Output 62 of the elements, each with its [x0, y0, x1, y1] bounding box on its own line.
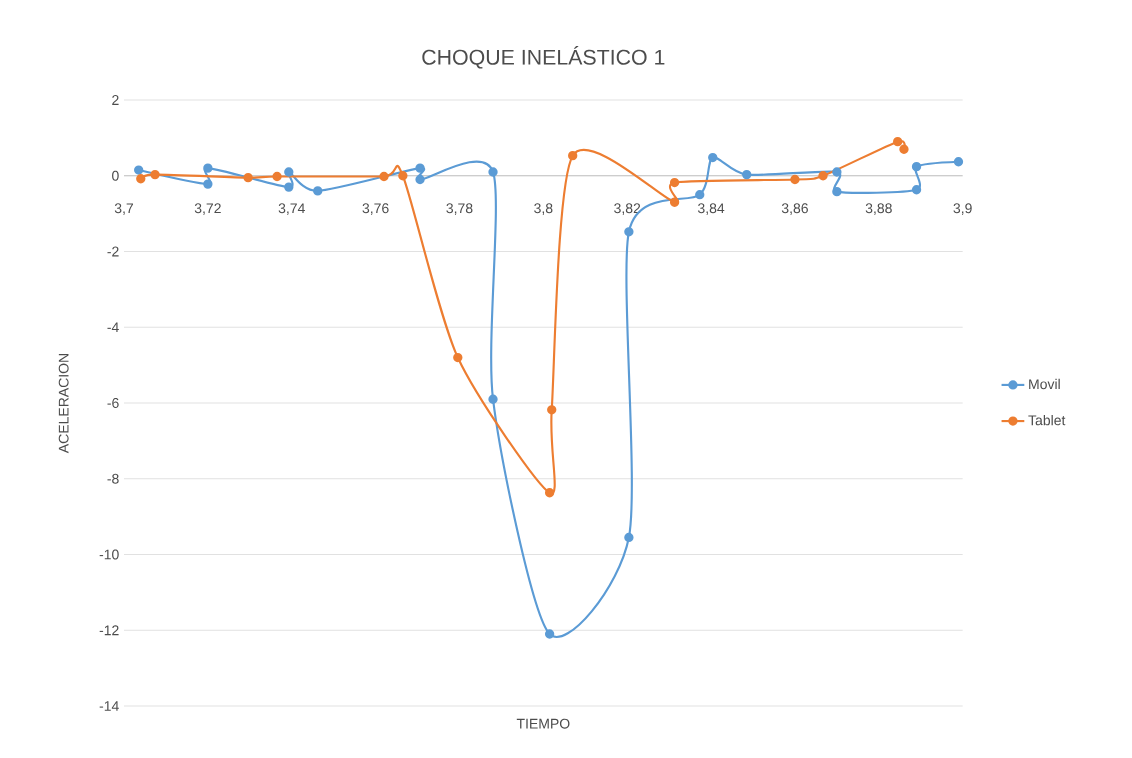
- x-tick-label: 3,88: [865, 203, 892, 215]
- chart-title: CHOQUE INELÁSTICO 1: [422, 46, 665, 69]
- point: [272, 171, 282, 182]
- x-tick-label: 3,82: [614, 203, 641, 215]
- point: [203, 163, 213, 173]
- point: [818, 171, 828, 181]
- point: [669, 197, 680, 207]
- legend-label: Tablet: [1028, 415, 1066, 426]
- point: [415, 174, 425, 185]
- x-tick-label: 3,7: [114, 203, 134, 215]
- x-tick-label: 3,84: [697, 203, 725, 215]
- point: [134, 165, 144, 175]
- y-tick-label: -14: [99, 701, 119, 711]
- y-tick-label: 2: [112, 95, 119, 105]
- x-axis-title: TIEMPO: [516, 718, 570, 729]
- x-tick-label: 3,8: [534, 203, 553, 215]
- y-tick-label: -10: [99, 549, 119, 560]
- point: [136, 174, 146, 184]
- point: [415, 163, 425, 173]
- point: [695, 190, 705, 200]
- x-tick-label: 3,86: [781, 203, 808, 215]
- point: [899, 144, 909, 154]
- x-tick-label: 3,9: [953, 203, 972, 215]
- point: [313, 186, 323, 196]
- y-tick-label: -4: [107, 322, 119, 333]
- y-axis-title: ACELERACION: [58, 353, 69, 454]
- point: [669, 177, 680, 188]
- point: [544, 488, 555, 498]
- point: [379, 171, 389, 182]
- point: [624, 227, 634, 237]
- point: [911, 185, 922, 195]
- y-tick-label: -12: [99, 625, 119, 636]
- point: [150, 169, 160, 180]
- point: [893, 136, 903, 147]
- point: [488, 394, 498, 404]
- point: [953, 157, 964, 167]
- point: [284, 182, 294, 192]
- point: [832, 167, 842, 177]
- legend-label: Movil: [1029, 378, 1060, 390]
- point: [832, 186, 842, 197]
- point: [547, 405, 557, 415]
- point: [398, 171, 408, 181]
- x-tick-label: 3,78: [446, 203, 473, 215]
- point: [284, 167, 294, 177]
- x-tick-label: 3,72: [194, 203, 221, 215]
- point: [708, 152, 718, 163]
- y-tick-label: -8: [107, 473, 119, 484]
- x-tick-label: 3,76: [362, 203, 389, 215]
- y-tick-label: 0: [112, 170, 119, 181]
- point: [203, 179, 213, 189]
- point: [624, 532, 634, 543]
- x-tick-label: 3,74: [278, 203, 305, 215]
- point: [911, 161, 922, 172]
- point: [488, 167, 498, 177]
- point: [742, 169, 752, 180]
- point: [790, 174, 800, 185]
- point: [243, 172, 253, 183]
- point: [544, 629, 555, 639]
- y-tick-label: -2: [107, 246, 119, 257]
- y-tick-label: -6: [107, 398, 119, 408]
- point: [453, 352, 463, 363]
- point: [568, 151, 578, 161]
